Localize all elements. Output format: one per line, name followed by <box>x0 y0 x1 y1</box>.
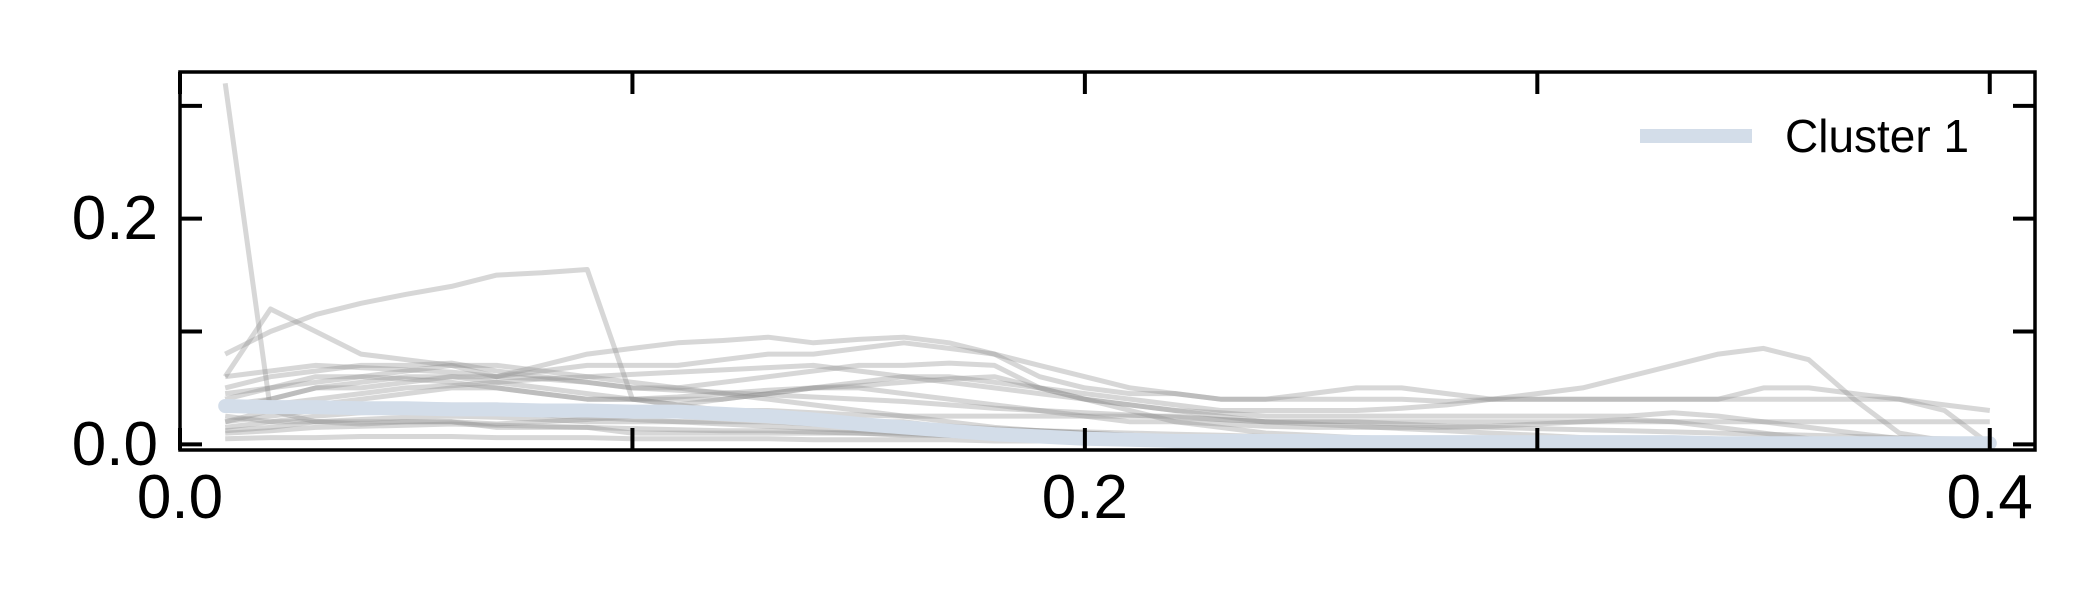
x-tick-label-2: 0.4 <box>1947 463 2033 532</box>
y-tick-label-0: 0.0 <box>72 410 158 479</box>
cluster-1-line <box>218 399 1997 451</box>
y-tick-labels: 0.0 0.2 <box>72 184 158 479</box>
background-series-line-7 <box>224 345 1990 447</box>
legend: Cluster 1 <box>1640 110 1969 162</box>
background-series-line-4 <box>224 334 1991 413</box>
x-tick-label-1: 0.2 <box>1042 463 1128 532</box>
background-series-line-5 <box>224 340 1992 447</box>
y-tick-label-1: 0.2 <box>72 184 158 253</box>
cluster-series-group <box>218 399 1997 451</box>
background-series-line-8 <box>224 374 1990 447</box>
x-tick-labels: 0.0 0.2 0.4 <box>137 463 2033 532</box>
legend-label-cluster-1: Cluster 1 <box>1785 110 1969 162</box>
x-tick-label-0: 0.0 <box>137 463 223 532</box>
background-series-line-13 <box>224 362 1990 425</box>
plot-frame <box>178 70 2037 452</box>
axis-ticks <box>178 72 2035 450</box>
background-series-line-9 <box>224 408 1990 443</box>
background-series-line-6 <box>224 360 1990 447</box>
